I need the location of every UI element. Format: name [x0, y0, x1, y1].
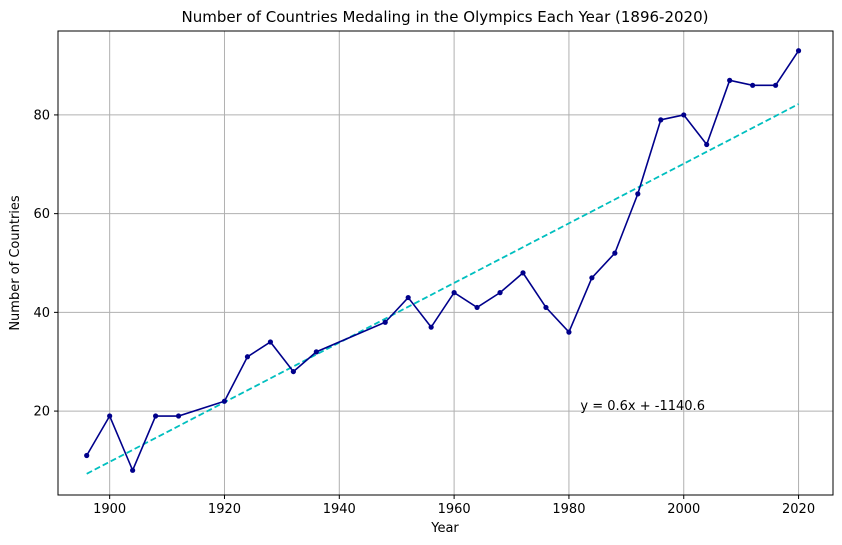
data-point [704, 141, 710, 148]
data-point [635, 191, 641, 197]
data-point [543, 304, 549, 311]
data-point [175, 413, 182, 419]
data-point [497, 290, 503, 296]
data-point [382, 319, 388, 325]
x-tick-label: 1940 [323, 502, 356, 517]
data-point [290, 368, 296, 375]
y-tick-label: 20 [33, 405, 50, 420]
data-point [84, 452, 90, 459]
x-tick-label: 1900 [93, 502, 126, 517]
y-tick-label: 40 [33, 306, 50, 321]
trend-line [86, 103, 799, 475]
gridlines [58, 31, 833, 495]
x-tick-label: 1960 [438, 502, 471, 517]
x-tick-label: 2000 [667, 502, 700, 517]
data-point [681, 112, 687, 118]
x-tick-label: 1980 [552, 502, 585, 517]
data-point [405, 294, 411, 301]
x-axis-title: Year [430, 521, 459, 536]
data-point [451, 290, 457, 296]
data-point [107, 413, 113, 419]
trend-equation-annotation: y = 0.6x + -1140.6 [580, 399, 705, 414]
y-axis-title: Number of Countries [8, 195, 23, 331]
series-group [84, 48, 802, 473]
trendline-group [86, 103, 799, 475]
data-point [772, 82, 779, 88]
data-point [658, 117, 664, 123]
data-point [474, 304, 480, 311]
data-point [313, 349, 319, 355]
data-point [130, 467, 136, 473]
y-tick-label: 60 [33, 207, 50, 222]
data-point [589, 275, 595, 281]
data-point [244, 354, 251, 360]
data-point [750, 82, 756, 88]
data-point [612, 250, 618, 256]
data-point [152, 413, 159, 419]
data-point [428, 324, 434, 330]
data-point [795, 48, 802, 54]
data-point [520, 270, 526, 276]
y-tick-label: 80 [33, 108, 50, 123]
data-point [727, 77, 733, 83]
data-point [566, 329, 572, 335]
data-point [267, 339, 274, 345]
x-tick-label: 1920 [208, 502, 241, 517]
x-tick-label: 2020 [782, 502, 815, 517]
data-point [221, 398, 228, 404]
chart-title: Number of Countries Medaling in the Olym… [182, 8, 709, 26]
plot-frame [57, 30, 834, 496]
